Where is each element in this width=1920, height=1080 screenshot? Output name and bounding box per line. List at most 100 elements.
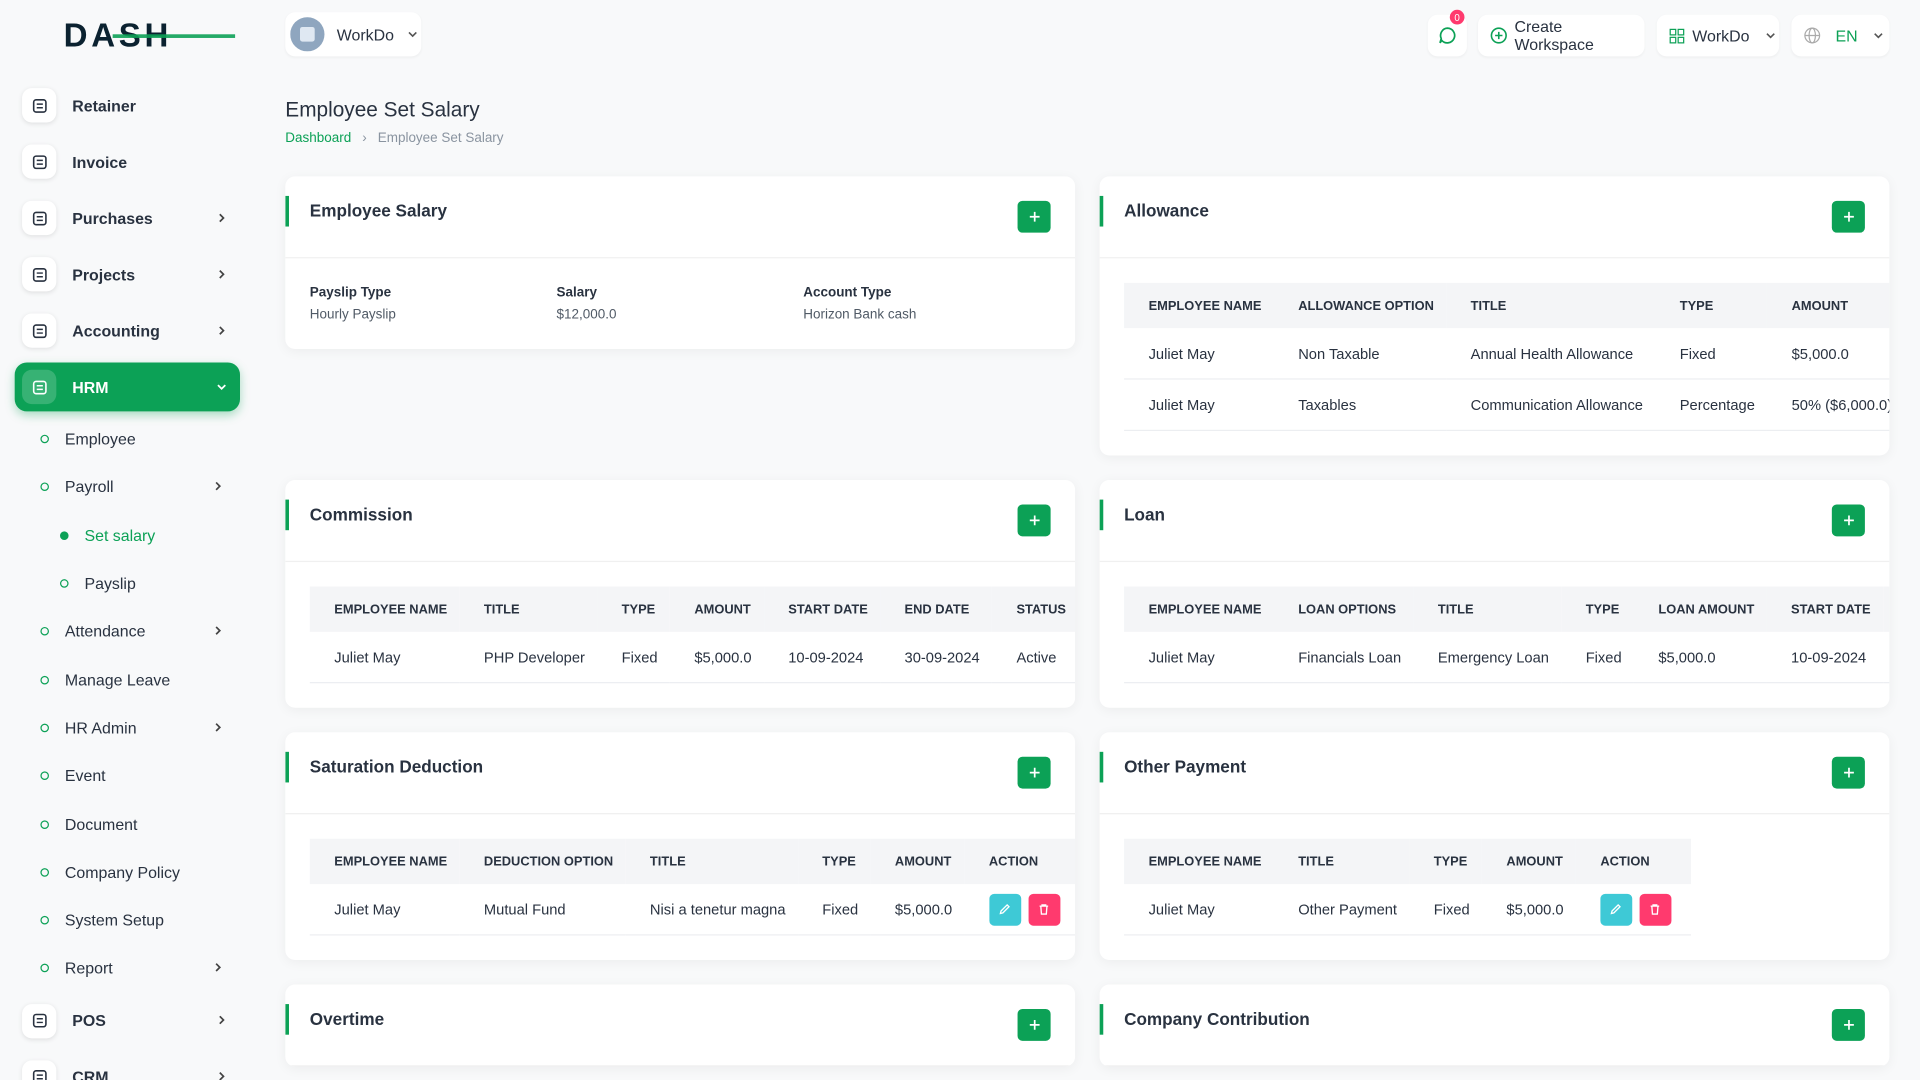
chevron bbox=[212, 719, 224, 737]
menu-item[interactable]: CRM bbox=[0, 1049, 257, 1080]
cell: Nisi a tenetur magna bbox=[625, 884, 798, 936]
icon bbox=[32, 1070, 47, 1080]
chevron bbox=[212, 959, 224, 977]
submenu-item[interactable]: Employee bbox=[0, 415, 257, 463]
cell: $5,000.0 bbox=[1767, 328, 1890, 380]
column-header: TITLE bbox=[1446, 282, 1656, 329]
delete-button[interactable] bbox=[1639, 893, 1672, 926]
workspace-select[interactable]: WorkDo bbox=[285, 12, 422, 57]
cell: Mutual Fund bbox=[459, 884, 626, 936]
language-select[interactable]: EN bbox=[1791, 14, 1890, 57]
card-body: EMPLOYEE NAME TITLE TYPE AMOUNT ACTION Juliet… bbox=[1100, 814, 1890, 960]
submenu-item[interactable]: Company Policy bbox=[0, 848, 257, 896]
menu-item[interactable]: Projects bbox=[0, 246, 257, 302]
column-header: LOAN AMOUNT bbox=[1633, 586, 1767, 632]
card: Commission EMPLOYEE NAME TITLE TYPE AMOUNT ST… bbox=[285, 480, 1076, 708]
breadcrumb: Dashboard › Employee Set Salary bbox=[285, 131, 503, 146]
menu-label: Purchases bbox=[72, 208, 153, 228]
notifications[interactable]: 0 bbox=[1427, 9, 1467, 57]
menu-icon bbox=[22, 257, 57, 292]
table-row: Juliet May Taxables Communication Allowanc… bbox=[1124, 378, 1890, 432]
submenu-item[interactable]: Attendance bbox=[0, 608, 257, 656]
chevron bbox=[1874, 33, 1883, 39]
table-header: EMPLOYEE NAME DEDUCTION OPTION TITLE TYPE AM… bbox=[309, 838, 1076, 885]
card-title: Overtime bbox=[309, 1008, 385, 1029]
submenu-item[interactable]: Event bbox=[0, 752, 257, 800]
column-header: TYPE bbox=[597, 586, 670, 632]
table-row: Juliet May Mutual Fund Nisi a tenetur magn… bbox=[309, 884, 1076, 936]
column-header: TITLE bbox=[1273, 838, 1410, 885]
menu-item[interactable]: HRM bbox=[0, 359, 257, 415]
submenu-item[interactable]: Document bbox=[0, 800, 257, 848]
cell: 10-09-2024 bbox=[1766, 631, 1883, 684]
edit-button[interactable] bbox=[988, 893, 1021, 926]
chevron-icon bbox=[215, 963, 222, 973]
bullet bbox=[40, 964, 49, 973]
submenu-item[interactable]: Report bbox=[0, 944, 257, 992]
card: Employee Salary Payslip Type Hourly Paysli… bbox=[285, 176, 1076, 349]
add-button[interactable] bbox=[1017, 1008, 1051, 1041]
menu-item[interactable]: Purchases bbox=[0, 190, 257, 246]
add-button[interactable] bbox=[1017, 756, 1051, 789]
menu-item[interactable]: Accounting bbox=[0, 302, 257, 358]
card: Loan EMPLOYEE NAME LOAN OPTIONS TITLE TYPE LO… bbox=[1099, 480, 1890, 708]
bullet bbox=[40, 819, 49, 829]
cell: Fixed bbox=[1561, 631, 1634, 684]
menu-icon bbox=[22, 144, 57, 179]
menu-icon bbox=[22, 200, 57, 236]
menu-item[interactable]: Invoice bbox=[0, 133, 257, 189]
card-header: Employee Salary bbox=[285, 176, 1076, 259]
submenu-item[interactable]: Payslip bbox=[0, 559, 257, 607]
menu-item[interactable]: Retainer bbox=[0, 77, 257, 133]
add-button[interactable] bbox=[1831, 200, 1865, 233]
submenu-label: Report bbox=[64, 959, 113, 978]
table-row: Juliet May Non Taxable Annual Health Allow… bbox=[1124, 328, 1890, 380]
column-header: AMOUNT bbox=[870, 838, 965, 885]
delete-button[interactable] bbox=[1028, 893, 1060, 926]
card-title: Saturation Deduction bbox=[309, 756, 484, 777]
column-header: TITLE bbox=[1413, 586, 1562, 632]
create-workspace-label: Create Workspace bbox=[1514, 17, 1594, 54]
logo[interactable]: DASH bbox=[64, 17, 236, 54]
submenu-item[interactable]: Payroll bbox=[0, 463, 257, 511]
bullet bbox=[40, 627, 49, 636]
apps-icon bbox=[1669, 28, 1685, 43]
breadcrumb-separator: › bbox=[362, 131, 367, 146]
chevron-icon bbox=[219, 213, 225, 222]
add-button[interactable] bbox=[1831, 756, 1865, 789]
user-menu[interactable]: WorkDo bbox=[1656, 14, 1780, 57]
table-row: Juliet May PHP Developer Fixed $5,000.0 10-0… bbox=[309, 631, 1076, 684]
column-header: ALLOWANCE OPTION bbox=[1273, 282, 1447, 329]
field: Payslip Type Hourly Payslip bbox=[310, 283, 557, 325]
create-workspace[interactable]: Create Workspace bbox=[1477, 14, 1645, 57]
edit-button[interactable] bbox=[1600, 893, 1633, 926]
column-header: START DATE bbox=[1766, 586, 1883, 632]
submenu-item[interactable]: Manage Leave bbox=[0, 656, 257, 704]
card: Company Contribution bbox=[1099, 984, 1890, 1067]
submenu-label: Payroll bbox=[64, 478, 114, 497]
field-label: Payslip Type bbox=[309, 285, 392, 300]
add-button[interactable] bbox=[1831, 504, 1865, 537]
field-value: Horizon Bank cash bbox=[803, 307, 917, 323]
card: Overtime bbox=[285, 984, 1076, 1067]
chevron-icon bbox=[217, 383, 226, 390]
breadcrumb-link[interactable]: Dashboard bbox=[285, 131, 352, 146]
cell: Percentage bbox=[1655, 378, 1768, 432]
add-button[interactable] bbox=[1831, 1008, 1865, 1041]
card: Saturation Deduction EMPLOYEE NAME DEDUCTI… bbox=[285, 732, 1076, 960]
bullet bbox=[40, 723, 49, 733]
submenu-item[interactable]: Set salary bbox=[0, 511, 257, 559]
add-button[interactable] bbox=[1017, 200, 1051, 233]
bullet bbox=[40, 916, 49, 925]
cell: 10-09-2024 bbox=[763, 631, 881, 684]
column-header: START DATE bbox=[763, 586, 881, 632]
menu-icon bbox=[22, 369, 57, 405]
submenu-item[interactable]: HR Admin bbox=[0, 704, 257, 752]
plus-icon bbox=[1843, 211, 1854, 222]
add-button[interactable] bbox=[1017, 504, 1051, 537]
menu-item[interactable]: POS bbox=[0, 993, 257, 1049]
menu-label: Projects bbox=[72, 265, 136, 284]
column-header: EMPLOYEE NAME bbox=[1124, 586, 1274, 632]
submenu-item[interactable]: System Setup bbox=[0, 896, 257, 944]
column-header: AMOUNT bbox=[1767, 282, 1890, 329]
